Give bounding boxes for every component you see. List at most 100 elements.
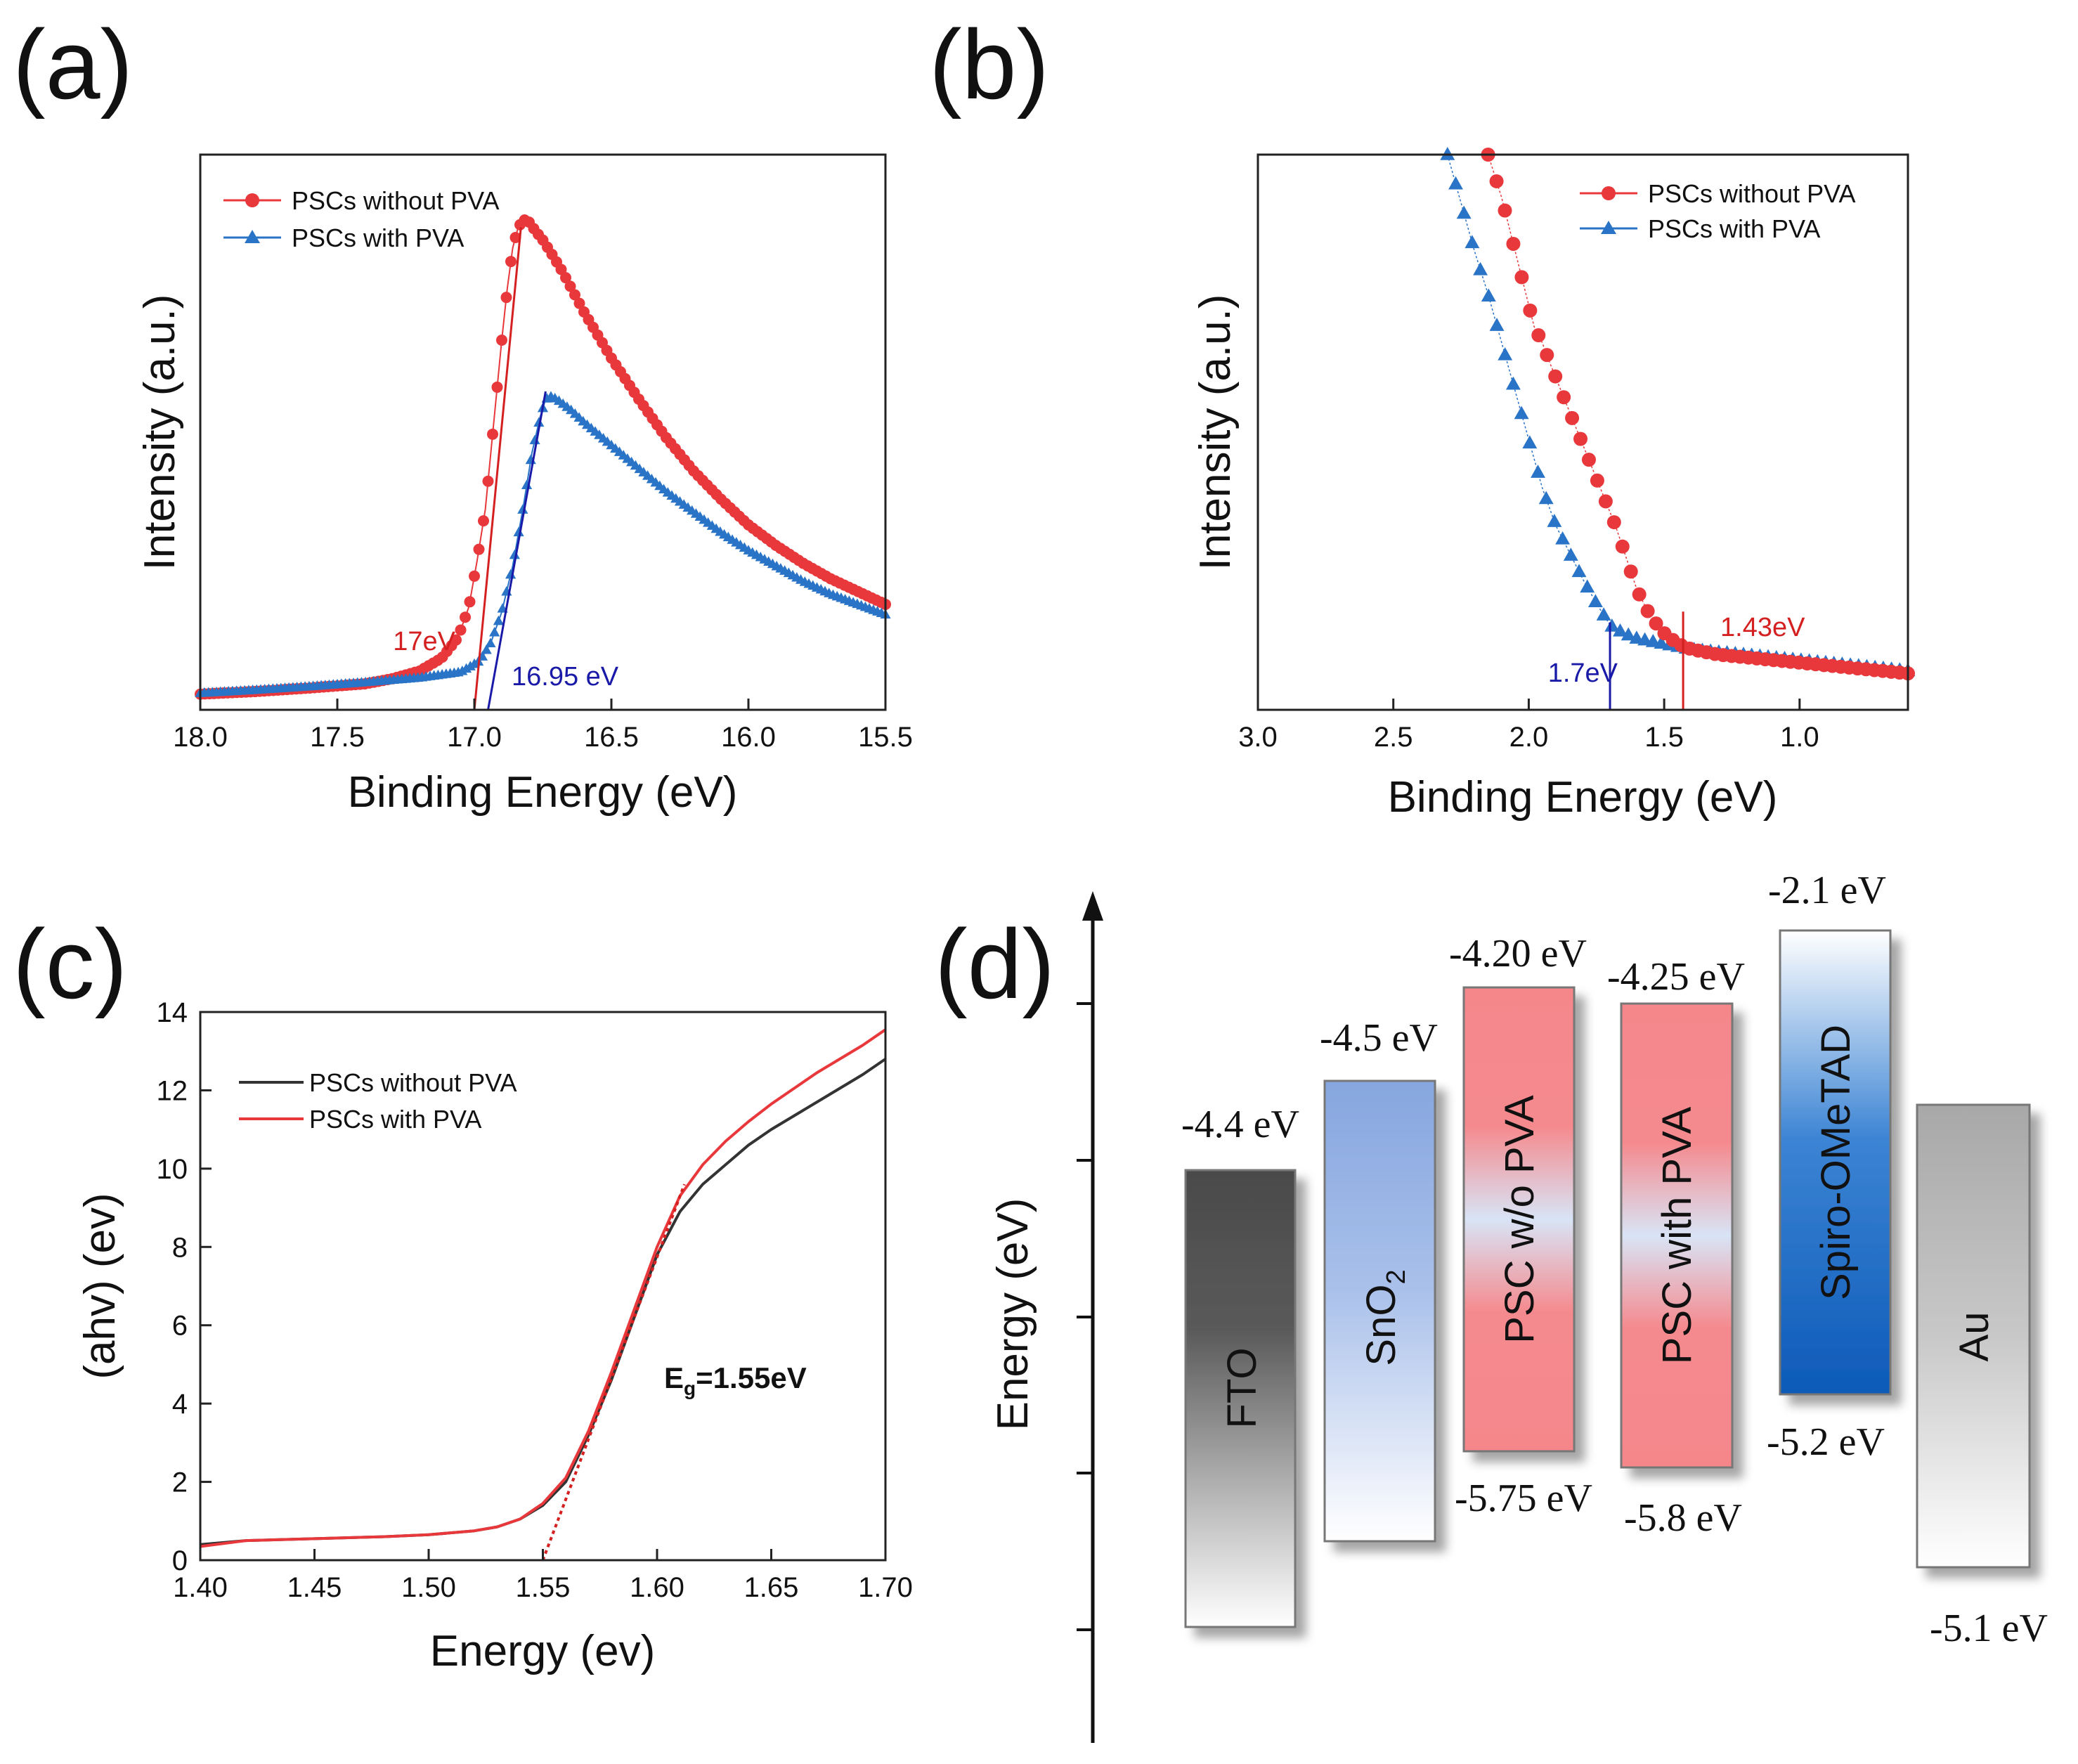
panel-a-point [533, 417, 545, 427]
panel-b-point-without [1640, 604, 1655, 618]
panel-b-point-without [1498, 203, 1512, 218]
panel-c-y-axis-label: (ahv) (ev) [76, 1193, 124, 1379]
panel-b-point-without [1615, 539, 1630, 554]
panel-b-x-tick-label: 3.0 [1238, 722, 1278, 753]
panel-b-point-without [1581, 453, 1596, 467]
panel-b-point-with [1604, 618, 1620, 632]
panel-b-point-with [1448, 176, 1463, 190]
panel-a-point [473, 543, 485, 555]
panel-b-point-with [1580, 579, 1595, 593]
band-top-label-psc-without-pva: -4.20 eV [1449, 932, 1587, 975]
band-bar-au [1916, 1103, 2031, 1569]
band-bar-fto [1184, 1169, 1297, 1628]
band-top-label-psc-with-pva: -4.25 eV [1607, 955, 1745, 999]
legend-c-label-without: PSCs without PVA [309, 1068, 517, 1097]
band-bottom-label-psc-with-pva: -5.8 eV [1624, 1496, 1742, 1540]
panel-b-legend: PSCs without PVA PSCs with PVA [1580, 179, 1855, 243]
panel-b-x-tick-label: 1.5 [1644, 722, 1684, 753]
panel-b-x-ticks: 3.0 2.5 2.0 1.5 1.0 [1238, 699, 1819, 753]
band-bottom-label-au: -5.1 eV [1930, 1607, 2048, 1650]
panel-c-x-tick-label: 1.70 [858, 1572, 913, 1603]
legend-b-label-without: PSCs without PVA [1648, 179, 1855, 208]
panel-label-b: (b) [929, 9, 1049, 119]
panel-b-point-without [1506, 236, 1521, 251]
panel-b-point-without [1632, 587, 1647, 602]
panel-b-point-without [1623, 564, 1638, 579]
panel-b-x-tick-label: 2.0 [1509, 722, 1549, 753]
panel-c-eg-annotation: Eg=1.55eV [664, 1361, 807, 1399]
panel-a-point [560, 272, 571, 284]
panel-b-point-with [1613, 623, 1628, 637]
panel-b-point-without [1523, 303, 1538, 318]
panel-a-x-ticks: 18.0 17.5 17.0 16.5 16.0 15.5 [173, 699, 913, 753]
panel-a-point [460, 611, 471, 623]
panel-b-annotation-17ev: 1.7eV [1548, 659, 1618, 688]
panel-a-point [505, 569, 517, 579]
panel-b-point-with [1514, 406, 1529, 420]
panel-b-x-tick-label: 1.0 [1780, 722, 1819, 753]
panel-c-x-tick-label: 1.55 [516, 1572, 571, 1603]
energy-axis-label: Energy (eV) [989, 1198, 1037, 1431]
panel-a-point [513, 526, 524, 537]
chart-panel-c: 1.40 1.45 1.50 1.55 1.60 1.65 1.7002468101214 … [76, 997, 913, 1675]
panel-b-point-with [1522, 435, 1538, 449]
chart-panel-b: 3.0 2.5 2.0 1.5 1.0 Binding Energy (eV) Inte… [1191, 147, 1916, 822]
panel-a-x-tick-label: 16.5 [584, 722, 639, 753]
panel-c-x-tick-label: 1.45 [287, 1572, 342, 1603]
panel-a-point [564, 280, 576, 292]
legend-b-marker-red [1602, 186, 1616, 200]
panel-b-point-with [1481, 288, 1496, 302]
panel-b-point-without [1606, 515, 1621, 530]
energy-axis-ticks [1077, 1002, 1093, 1631]
panel-c-legend: PSCs without PVA PSCs with PVA [239, 1068, 517, 1134]
band-bar-psc-with-pva [1620, 1002, 1734, 1469]
band-bottom-label-spiro-ometad: -5.2 eV [1767, 1420, 1885, 1464]
panel-c-y-tick-label: 6 [172, 1311, 188, 1342]
panel-b-point-with [1465, 235, 1480, 249]
panel-b-data [1440, 147, 1916, 710]
panel-a-point [509, 232, 521, 243]
panel-c-x-tick-label: 1.65 [744, 1572, 799, 1603]
legend-b-marker-blue [1601, 221, 1616, 234]
panel-a-annotation-17ev: 17eV [393, 627, 455, 656]
panel-b-point-without [1573, 432, 1588, 446]
band-top-label-spiro-ometad: -2.1 eV [1768, 869, 1886, 912]
panel-a-point [493, 615, 505, 625]
panel-c-y-tick-label: 14 [157, 997, 188, 1028]
panel-c-y-tick-label: 4 [172, 1389, 188, 1420]
band-bar-spiro-ometad [1779, 929, 1892, 1396]
band-label-au: Au [1952, 1312, 1997, 1362]
panel-a-annotation-1695ev: 16.95 eV [512, 662, 619, 692]
panel-a-frame [199, 153, 887, 711]
panel-a-point [509, 549, 520, 559]
legend-b-label-with: PSCs with PVA [1648, 214, 1820, 243]
panel-a-point [487, 428, 498, 440]
panel-b-point-with [1547, 514, 1562, 527]
panel-b-point-without [1557, 390, 1571, 405]
panel-c-series-line-1 [200, 1028, 887, 1548]
panel-b-point-with [1538, 491, 1554, 505]
panel-c-data [200, 1028, 887, 1561]
panel-a-series-line-0 [200, 219, 886, 695]
panel-a-point [469, 570, 480, 582]
panel-b-point-with [1440, 147, 1455, 160]
panel-c-ticks: 1.40 1.45 1.50 1.55 1.60 1.65 1.70 0 2 4 6 8 10 12 14 [157, 997, 913, 1603]
panel-c-y-tick-label: 8 [172, 1232, 188, 1263]
band-top-label-fto: -4.4 eV [1181, 1103, 1299, 1146]
panel-c-y-tick-label: 0 [172, 1545, 188, 1576]
band-label-sno2: SnO2 [1358, 1269, 1411, 1366]
panel-b-point-with [1498, 346, 1513, 361]
panel-b-point-with [1555, 531, 1571, 545]
panel-a-y-axis-label: Intensity (a.u.) [136, 294, 184, 571]
panel-a-point [517, 504, 528, 514]
legend-a-marker-blue [245, 230, 260, 243]
legend-a-label-with: PSCs with PVA [292, 223, 464, 252]
band-bottom-label-psc-without-pva: -5.75 eV [1455, 1477, 1592, 1520]
panel-b-point-without [1598, 494, 1613, 509]
panel-a-point [455, 624, 467, 636]
panel-b-y-axis-label: Intensity (a.u.) [1191, 294, 1240, 571]
panel-b-point-with [1571, 564, 1587, 578]
panel-b-point-with [1489, 318, 1505, 331]
panel-b-point-with [1531, 465, 1545, 478]
